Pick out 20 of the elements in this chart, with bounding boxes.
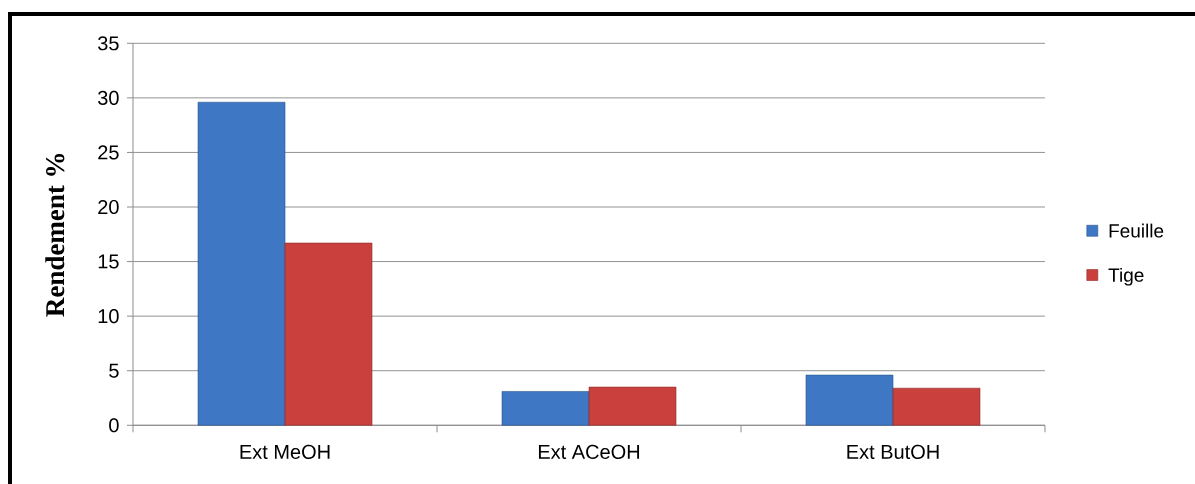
x-tick-label: Ext ButOH — [847, 444, 939, 459]
bar — [284, 242, 373, 426]
x-tick-label: Ext MeOH — [240, 444, 330, 459]
x-tick-label: Ext ACeOH — [538, 444, 640, 459]
y-tick-label: 5 — [109, 363, 119, 378]
legend-label: Tige — [1108, 267, 1144, 286]
y-tick-label: 20 — [98, 199, 119, 215]
bar — [588, 386, 677, 426]
y-tick-label: 0 — [109, 418, 119, 433]
bar — [197, 101, 286, 426]
y-tick-label: 30 — [98, 90, 119, 105]
y-tick-label: 15 — [98, 254, 119, 269]
y-axis-title: Rendement % — [45, 153, 65, 317]
bar — [501, 391, 590, 426]
y-tick-label: 35 — [98, 36, 119, 51]
bar — [892, 387, 981, 426]
y-tick-label: 25 — [98, 145, 119, 160]
bar — [805, 374, 894, 426]
legend-label: Feuille — [1109, 223, 1164, 238]
y-tick-label: 10 — [98, 309, 119, 324]
